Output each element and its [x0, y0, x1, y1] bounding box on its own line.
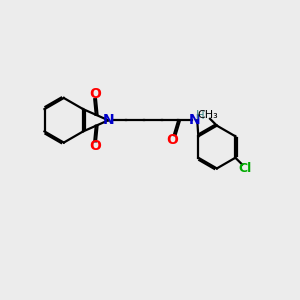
Text: Cl: Cl: [238, 162, 252, 175]
Text: N: N: [103, 113, 114, 127]
Text: CH₃: CH₃: [198, 110, 218, 120]
Text: N: N: [188, 113, 200, 127]
Text: O: O: [89, 139, 101, 153]
Text: O: O: [89, 88, 101, 101]
Text: O: O: [166, 133, 178, 147]
Text: H: H: [196, 109, 205, 122]
